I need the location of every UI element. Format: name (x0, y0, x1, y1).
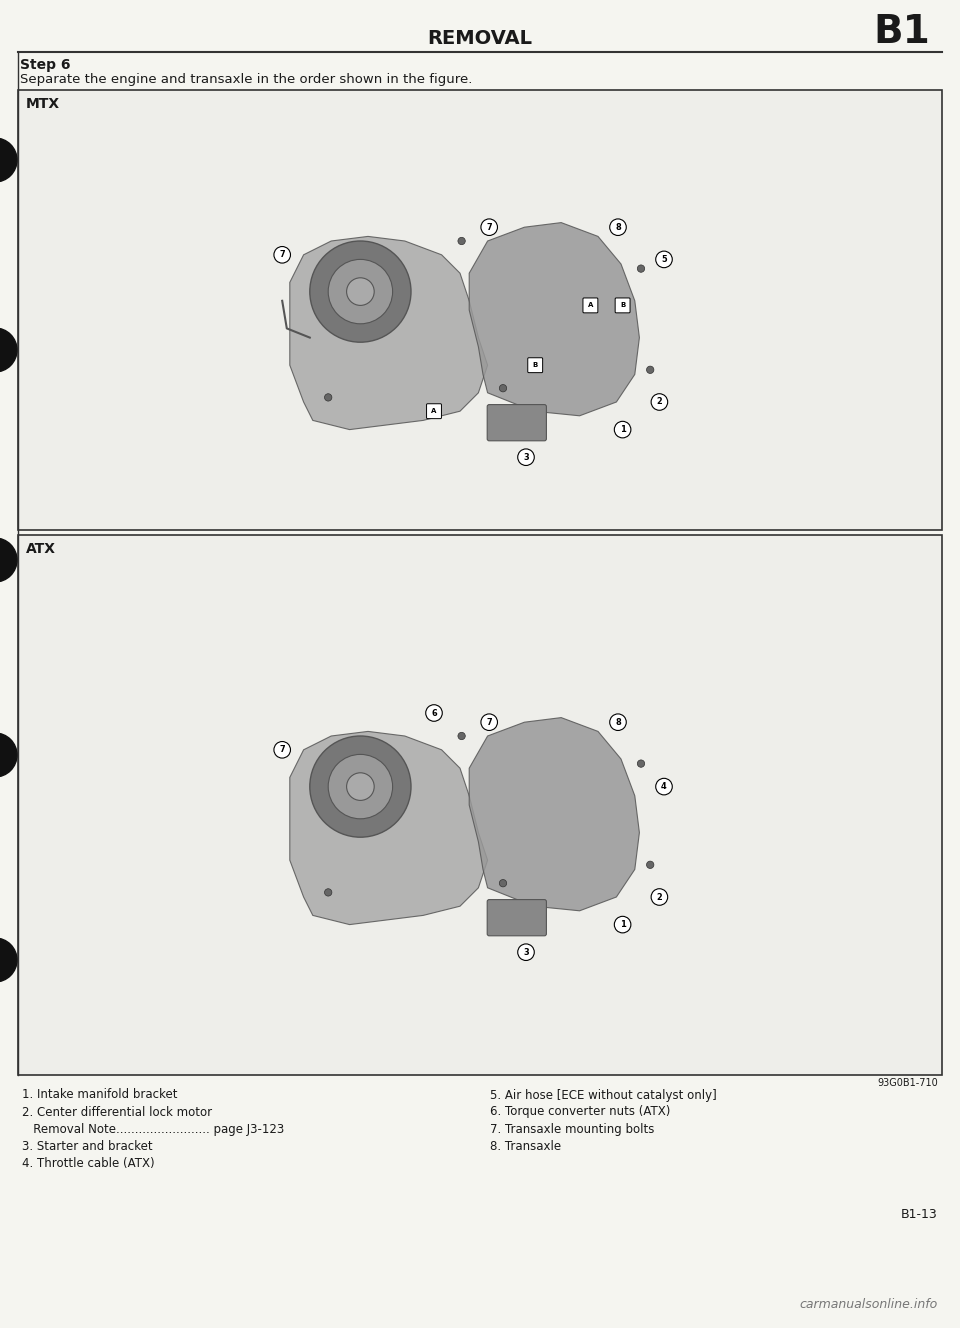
Circle shape (481, 219, 497, 235)
Bar (18, 535, 942, 1074)
FancyBboxPatch shape (528, 357, 542, 373)
Text: 1: 1 (619, 425, 626, 434)
Circle shape (310, 736, 411, 837)
Circle shape (274, 741, 291, 758)
Text: 8. Transaxle: 8. Transaxle (490, 1139, 562, 1153)
Text: Step 6: Step 6 (20, 58, 70, 72)
Circle shape (458, 732, 466, 740)
Circle shape (517, 944, 535, 960)
FancyBboxPatch shape (487, 405, 546, 441)
FancyBboxPatch shape (487, 899, 546, 936)
Circle shape (0, 138, 17, 182)
Text: 4. Throttle cable (ATX): 4. Throttle cable (ATX) (22, 1157, 155, 1170)
Circle shape (324, 888, 332, 896)
Circle shape (614, 421, 631, 438)
Circle shape (347, 278, 374, 305)
Text: 1. Intake manifold bracket: 1. Intake manifold bracket (22, 1089, 178, 1101)
Circle shape (651, 393, 667, 410)
Circle shape (499, 879, 507, 887)
Text: REMOVAL: REMOVAL (427, 28, 533, 48)
Polygon shape (290, 732, 488, 924)
Text: B1-13: B1-13 (901, 1208, 938, 1222)
Text: 6. Torque converter nuts (ATX): 6. Torque converter nuts (ATX) (490, 1105, 670, 1118)
Text: 93G0B1-710: 93G0B1-710 (877, 1078, 938, 1088)
Text: 7: 7 (487, 223, 492, 231)
Text: A: A (431, 408, 437, 414)
Text: 7: 7 (487, 717, 492, 726)
Circle shape (637, 760, 645, 768)
Circle shape (614, 916, 631, 932)
Circle shape (481, 714, 497, 730)
Text: 2. Center differential lock motor: 2. Center differential lock motor (22, 1105, 212, 1118)
Circle shape (328, 259, 393, 324)
Text: 7. Transaxle mounting bolts: 7. Transaxle mounting bolts (490, 1122, 655, 1135)
Circle shape (0, 733, 17, 777)
Text: MTX: MTX (26, 97, 60, 112)
Circle shape (651, 888, 667, 906)
Circle shape (310, 240, 411, 343)
FancyBboxPatch shape (426, 404, 442, 418)
Text: 5. Air hose [ECE without catalyst only]: 5. Air hose [ECE without catalyst only] (490, 1089, 717, 1101)
Text: 3: 3 (523, 453, 529, 462)
Circle shape (458, 238, 466, 244)
Text: 4: 4 (661, 782, 667, 791)
Text: carmanualsonline.info: carmanualsonline.info (800, 1299, 938, 1312)
FancyBboxPatch shape (615, 297, 630, 313)
Text: 3. Starter and bracket: 3. Starter and bracket (22, 1139, 153, 1153)
Circle shape (274, 247, 291, 263)
Circle shape (656, 251, 672, 268)
Polygon shape (469, 223, 639, 416)
Circle shape (324, 393, 332, 401)
Text: B: B (620, 303, 625, 308)
Text: 1: 1 (619, 920, 626, 930)
Circle shape (646, 367, 654, 373)
Circle shape (637, 264, 645, 272)
Circle shape (425, 705, 443, 721)
Text: 5: 5 (661, 255, 667, 264)
Text: 2: 2 (657, 892, 662, 902)
Text: 7: 7 (279, 745, 285, 754)
Circle shape (656, 778, 672, 795)
Text: 2: 2 (657, 397, 662, 406)
Polygon shape (290, 236, 488, 429)
Text: A: A (588, 303, 593, 308)
Text: B: B (533, 363, 538, 368)
Bar (18, 90, 942, 530)
Text: 3: 3 (523, 948, 529, 956)
Circle shape (0, 328, 17, 372)
Text: 8: 8 (615, 717, 621, 726)
Text: B1: B1 (874, 13, 930, 50)
Text: 8: 8 (615, 223, 621, 231)
Text: 7: 7 (279, 250, 285, 259)
FancyBboxPatch shape (583, 297, 598, 313)
Circle shape (610, 714, 626, 730)
Circle shape (0, 938, 17, 981)
Circle shape (610, 219, 626, 235)
Polygon shape (469, 717, 639, 911)
Circle shape (328, 754, 393, 819)
Circle shape (0, 538, 17, 582)
Text: 6: 6 (431, 709, 437, 717)
Circle shape (499, 385, 507, 392)
Text: Removal Note......................... page J3-123: Removal Note......................... pa… (22, 1122, 284, 1135)
Circle shape (646, 861, 654, 869)
Circle shape (347, 773, 374, 801)
Circle shape (517, 449, 535, 466)
Text: Separate the engine and transaxle in the order shown in the figure.: Separate the engine and transaxle in the… (20, 73, 472, 86)
Text: ATX: ATX (26, 542, 56, 556)
